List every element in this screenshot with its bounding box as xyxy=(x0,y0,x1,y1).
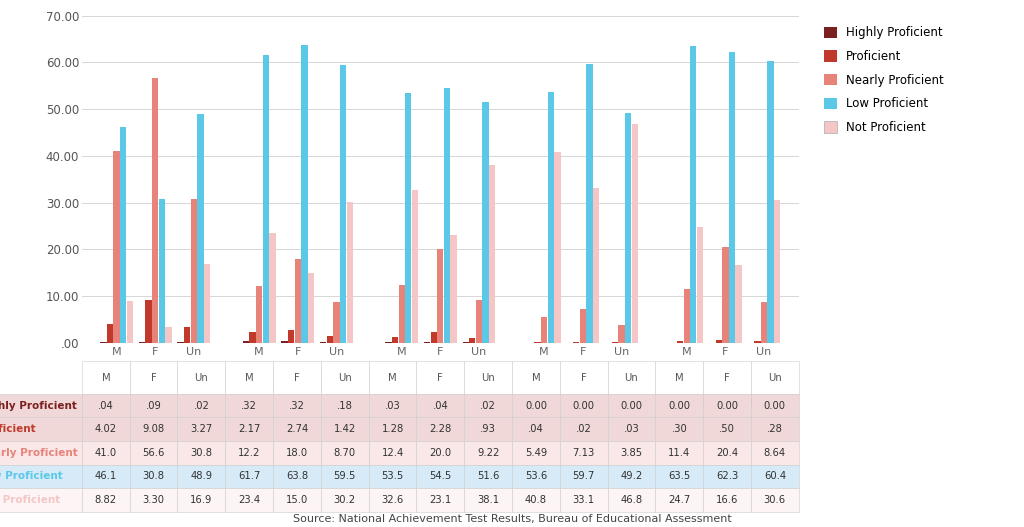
Bar xyxy=(282,341,288,343)
Bar xyxy=(554,152,560,343)
Bar xyxy=(412,190,418,343)
Bar xyxy=(482,102,488,343)
Bar xyxy=(767,61,774,343)
Text: Science: Science xyxy=(560,382,605,394)
Bar xyxy=(618,325,625,343)
Text: English: English xyxy=(419,382,462,394)
Bar xyxy=(437,249,443,343)
Text: Mathematics: Mathematics xyxy=(260,382,336,394)
Bar xyxy=(321,341,327,343)
Bar xyxy=(430,332,437,343)
Bar xyxy=(120,128,126,343)
Bar xyxy=(755,341,761,343)
Bar xyxy=(295,259,301,343)
Bar xyxy=(625,113,631,343)
Bar xyxy=(684,289,690,343)
Bar xyxy=(469,338,475,343)
Bar xyxy=(696,227,703,343)
Bar xyxy=(288,330,294,343)
Bar xyxy=(690,46,696,343)
Bar xyxy=(204,264,210,343)
Bar xyxy=(587,64,593,343)
Text: Filipino: Filipino xyxy=(134,382,176,394)
Bar xyxy=(308,272,314,343)
Bar xyxy=(774,200,780,343)
Text: Source: National Achievement Test Results, Bureau of Educational Assessment: Source: National Achievement Test Result… xyxy=(293,514,731,524)
Bar xyxy=(198,114,204,343)
Bar xyxy=(476,299,482,343)
Bar xyxy=(443,88,451,343)
Bar xyxy=(593,188,599,343)
Text: Araling
Panlipunan: Araling Panlipunan xyxy=(692,382,758,409)
Bar xyxy=(327,336,333,343)
Bar xyxy=(489,165,496,343)
Bar xyxy=(346,202,353,343)
Legend: Highly Proficient, Proficient, Nearly Proficient, Low Proficient, Not Proficient: Highly Proficient, Proficient, Nearly Pr… xyxy=(819,22,948,139)
Bar xyxy=(580,309,586,343)
Bar xyxy=(250,333,256,343)
Bar xyxy=(722,247,728,343)
Bar xyxy=(256,286,262,343)
Bar xyxy=(166,327,172,343)
Bar xyxy=(632,124,638,343)
Bar xyxy=(729,52,735,343)
Bar xyxy=(340,65,346,343)
Bar xyxy=(114,151,120,343)
Bar xyxy=(451,235,457,343)
Bar xyxy=(398,285,404,343)
Bar xyxy=(145,300,152,343)
Bar xyxy=(190,199,197,343)
Bar xyxy=(106,324,114,343)
Bar xyxy=(735,265,741,343)
Bar xyxy=(548,92,554,343)
Bar xyxy=(333,302,340,343)
Bar xyxy=(153,79,159,343)
Bar xyxy=(127,301,133,343)
Bar xyxy=(262,55,269,343)
Bar xyxy=(301,45,307,343)
Bar xyxy=(541,317,548,343)
Bar xyxy=(716,340,722,343)
Bar xyxy=(406,93,412,343)
Bar xyxy=(269,233,275,343)
Bar xyxy=(184,327,190,343)
Bar xyxy=(761,302,767,343)
Bar xyxy=(392,337,398,343)
Bar xyxy=(677,341,683,343)
Bar xyxy=(159,199,165,343)
Bar xyxy=(243,341,249,343)
